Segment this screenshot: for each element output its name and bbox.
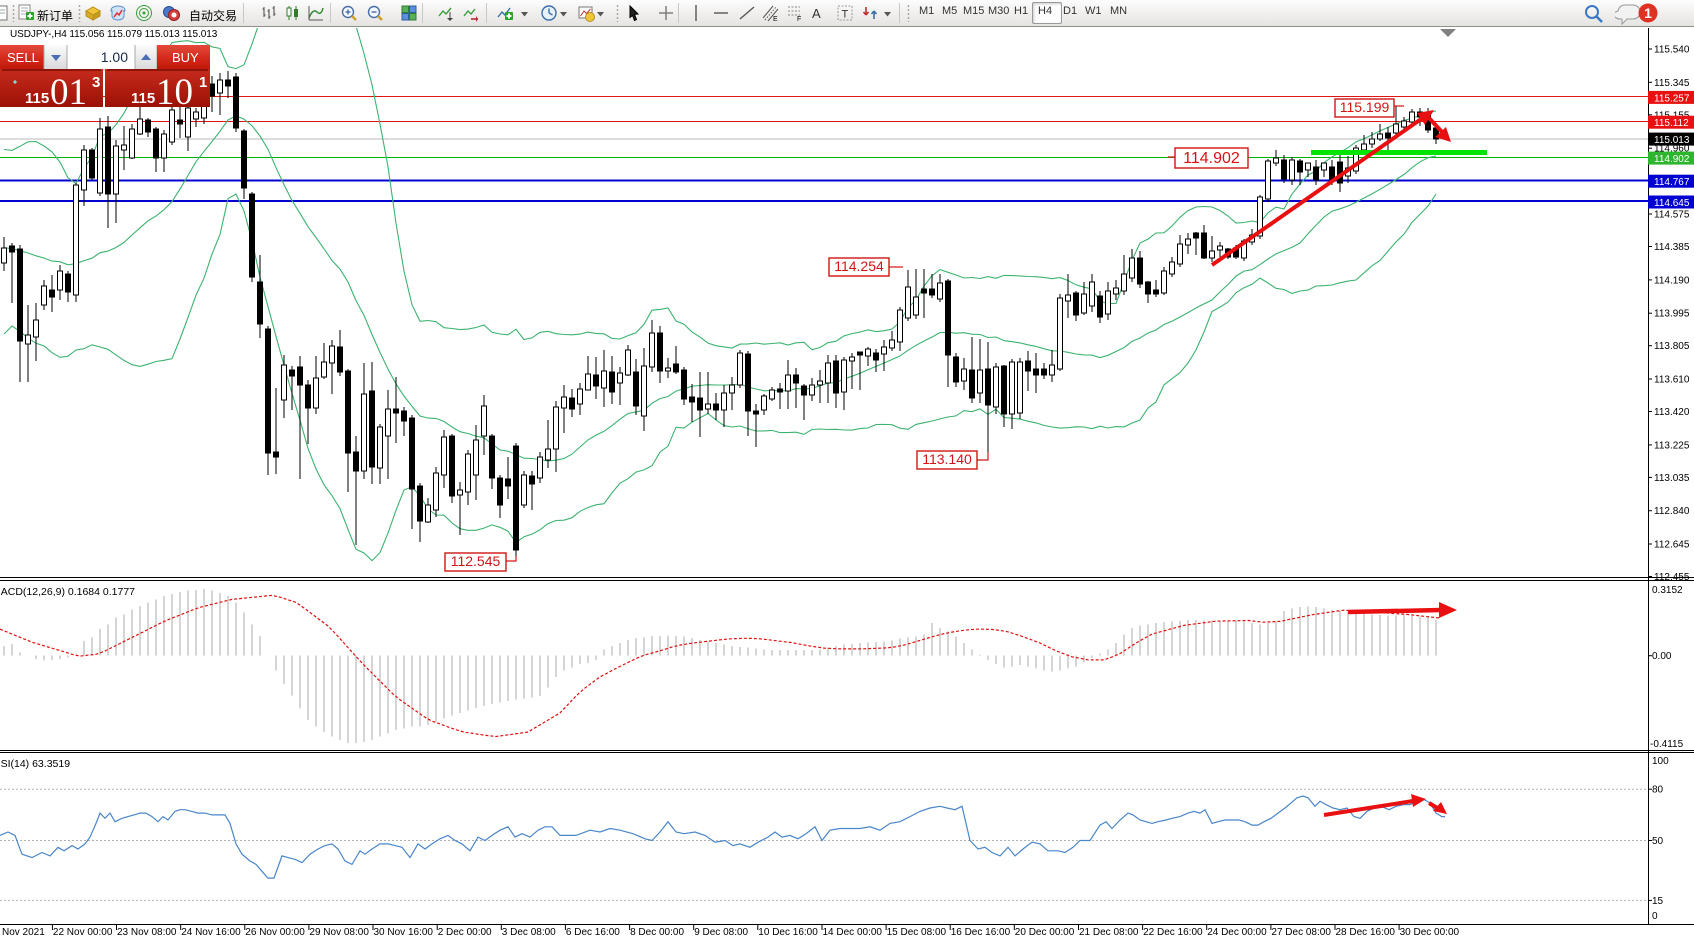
- svg-text:115: 115: [131, 90, 155, 107]
- svg-text:114.190: 114.190: [1654, 275, 1690, 286]
- svg-text:1: 1: [199, 74, 207, 91]
- svg-text:113.420: 113.420: [1654, 407, 1690, 418]
- svg-text:2 Dec 00:00: 2 Dec 00:00: [438, 927, 492, 937]
- svg-text:115.013: 115.013: [1654, 135, 1690, 146]
- svg-text:24 Nov 16:00: 24 Nov 16:00: [181, 927, 241, 937]
- svg-text:112.455: 112.455: [1654, 572, 1690, 583]
- svg-text:29 Nov 08:00: 29 Nov 08:00: [309, 927, 369, 937]
- svg-text:114.254: 114.254: [834, 258, 884, 274]
- svg-text:3 Dec 08:00: 3 Dec 08:00: [502, 927, 556, 937]
- svg-text:Nov 2021: Nov 2021: [2, 927, 45, 937]
- svg-text:115.199: 115.199: [1340, 99, 1390, 115]
- svg-text:9 Dec 08:00: 9 Dec 08:00: [694, 927, 748, 937]
- svg-text:115: 115: [25, 90, 49, 107]
- svg-text:113.035: 113.035: [1654, 473, 1690, 484]
- svg-text:6 Dec 16:00: 6 Dec 16:00: [566, 927, 620, 937]
- svg-text:10: 10: [156, 72, 193, 109]
- svg-text:28 Dec 16:00: 28 Dec 16:00: [1336, 927, 1396, 937]
- svg-text:115.112: 115.112: [1654, 118, 1689, 129]
- svg-text:30 Nov 16:00: 30 Nov 16:00: [374, 927, 434, 937]
- svg-text:15: 15: [1652, 896, 1664, 907]
- svg-text:114.385: 114.385: [1654, 242, 1690, 253]
- svg-text:3: 3: [92, 74, 100, 91]
- svg-text:23 Nov 08:00: 23 Nov 08:00: [117, 927, 177, 937]
- svg-text:114.645: 114.645: [1654, 198, 1690, 209]
- svg-text:E: E: [773, 16, 778, 22]
- svg-text:SELL: SELL: [7, 50, 39, 65]
- svg-text:112.645: 112.645: [1654, 540, 1690, 551]
- svg-text:21 Dec 08:00: 21 Dec 08:00: [1079, 927, 1139, 937]
- svg-text:115.257: 115.257: [1654, 93, 1690, 104]
- svg-text:100: 100: [1652, 756, 1669, 767]
- svg-text:113.225: 113.225: [1654, 440, 1690, 451]
- svg-text:01: 01: [50, 72, 87, 109]
- svg-text:8 Dec 00:00: 8 Dec 00:00: [630, 927, 684, 937]
- svg-text:22 Nov 00:00: 22 Nov 00:00: [53, 927, 113, 937]
- svg-text:113.610: 113.610: [1654, 375, 1690, 386]
- svg-text:F: F: [797, 16, 801, 22]
- svg-text:T: T: [842, 9, 849, 21]
- svg-text:115.345: 115.345: [1654, 78, 1690, 89]
- svg-text:1: 1: [1644, 5, 1652, 21]
- svg-text:113.805: 113.805: [1654, 341, 1690, 352]
- svg-text:114.767: 114.767: [1654, 177, 1690, 188]
- svg-text:16 Dec 16:00: 16 Dec 16:00: [951, 927, 1011, 937]
- svg-text:112.545: 112.545: [451, 553, 501, 569]
- svg-text:114.902: 114.902: [1654, 154, 1690, 165]
- svg-text:113.140: 113.140: [922, 451, 972, 467]
- svg-text:MACD(12,26,9) 0.1684 0.1777: MACD(12,26,9) 0.1684 0.1777: [0, 586, 135, 598]
- svg-text:30 Dec 00:00: 30 Dec 00:00: [1400, 927, 1460, 937]
- svg-text:-0.4115: -0.4115: [1650, 739, 1684, 750]
- svg-text:114.575: 114.575: [1654, 210, 1690, 221]
- svg-text:14 Dec 00:00: 14 Dec 00:00: [823, 927, 883, 937]
- svg-text:1.00: 1.00: [101, 49, 128, 65]
- svg-text:112.840: 112.840: [1654, 506, 1690, 517]
- svg-text:80: 80: [1652, 785, 1664, 796]
- svg-text:BUY: BUY: [172, 50, 199, 65]
- svg-text:10 Dec 16:00: 10 Dec 16:00: [758, 927, 818, 937]
- svg-text:50: 50: [1652, 836, 1664, 847]
- svg-text:0: 0: [1652, 911, 1658, 922]
- svg-text:0.3152: 0.3152: [1652, 585, 1683, 596]
- svg-text:RSI(14) 63.3519: RSI(14) 63.3519: [0, 758, 70, 770]
- svg-text:22 Dec 16:00: 22 Dec 16:00: [1143, 927, 1203, 937]
- svg-text:114.960: 114.960: [1654, 144, 1690, 155]
- svg-text:15 Dec 08:00: 15 Dec 08:00: [887, 927, 947, 937]
- svg-text:20 Dec 00:00: 20 Dec 00:00: [1015, 927, 1075, 937]
- svg-text:24 Dec 00:00: 24 Dec 00:00: [1207, 927, 1267, 937]
- svg-text:27 Dec 08:00: 27 Dec 08:00: [1271, 927, 1331, 937]
- svg-text:114.902: 114.902: [1183, 150, 1240, 167]
- svg-text:115.540: 115.540: [1654, 45, 1690, 56]
- svg-text:USDJPY-,H4 115.056 115.079 11: USDJPY-,H4 115.056 115.079 115.013 115.0…: [10, 29, 218, 40]
- svg-text:113.995: 113.995: [1654, 309, 1690, 320]
- svg-text:0.00: 0.00: [1652, 651, 1672, 662]
- svg-text:26 Nov 00:00: 26 Nov 00:00: [245, 927, 305, 937]
